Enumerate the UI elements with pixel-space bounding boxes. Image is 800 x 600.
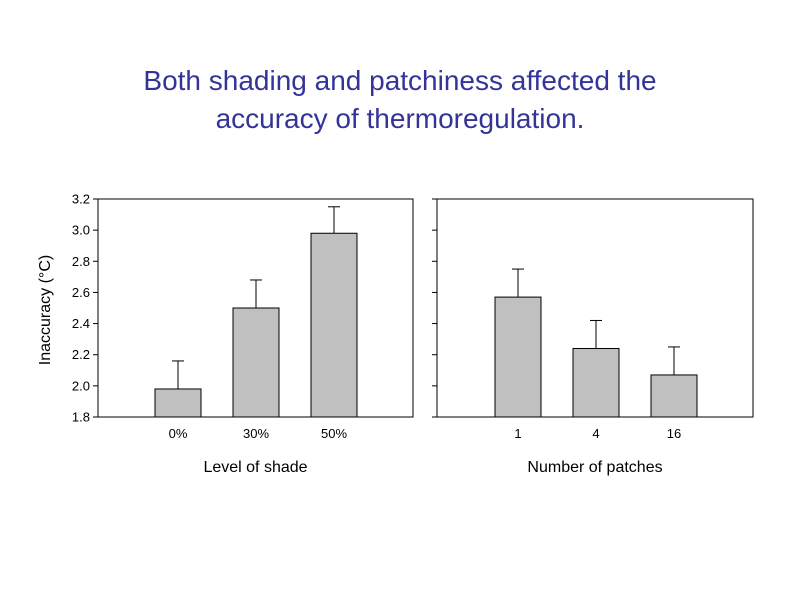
y-tick-label: 3.2 <box>72 192 90 207</box>
slide-title: Both shading and patchiness affected the… <box>60 62 740 138</box>
y-axis-label: Inaccuracy (°C) <box>37 255 54 365</box>
y-tick-label: 2.0 <box>72 378 90 393</box>
y-tick-label: 3.0 <box>72 223 90 238</box>
x-tick-label: 50% <box>321 426 347 441</box>
bar <box>650 374 698 418</box>
x-axis-label: Level of shade <box>203 459 307 476</box>
bar <box>310 232 358 418</box>
x-tick-label: 1 <box>514 426 521 441</box>
x-axis-label: Number of patches <box>527 459 662 476</box>
bar <box>572 347 620 418</box>
slide-title-line-1: Both shading and patchiness affected the <box>143 65 657 96</box>
y-tick-label: 2.4 <box>72 316 90 331</box>
x-tick-label: 0% <box>169 426 188 441</box>
bar <box>154 388 202 418</box>
x-tick-label: 30% <box>243 426 269 441</box>
bar <box>494 296 542 418</box>
y-tick-label: 2.8 <box>72 254 90 269</box>
y-tick-label: 1.8 <box>72 410 90 425</box>
y-tick-label: 2.6 <box>72 285 90 300</box>
x-tick-label: 16 <box>667 426 681 441</box>
bar <box>232 307 280 418</box>
slide-title-line-2: accuracy of thermoregulation. <box>215 103 585 134</box>
y-tick-label: 2.2 <box>72 347 90 362</box>
x-tick-label: 4 <box>592 426 599 441</box>
